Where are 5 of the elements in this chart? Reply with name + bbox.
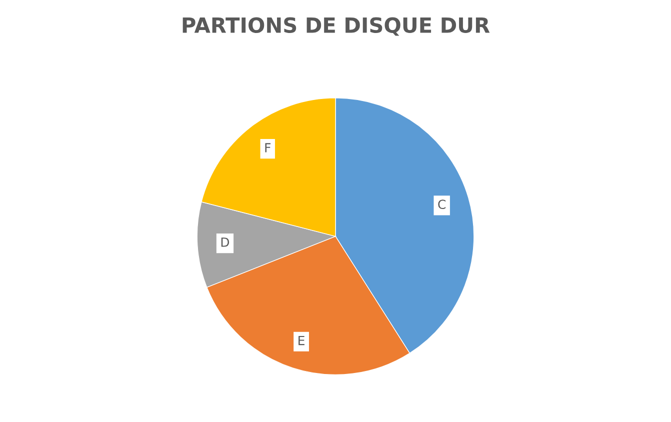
slice-label: C: [438, 200, 446, 210]
slice-label: D: [221, 238, 230, 247]
chart-title: PARTIONS DE DISQUE DUR: [182, 17, 490, 36]
slice-label: F: [265, 143, 270, 152]
slice-label: E: [298, 336, 304, 346]
